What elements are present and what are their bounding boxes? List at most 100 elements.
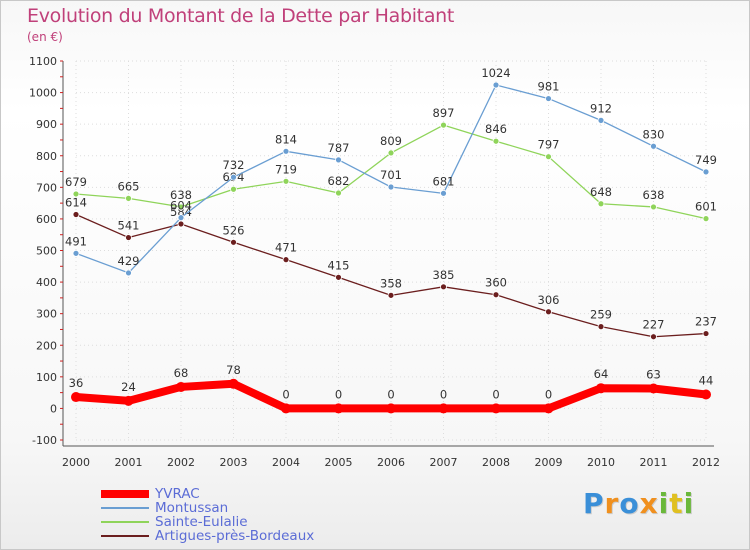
y-tick-label: 500 <box>36 245 57 258</box>
data-point <box>597 200 605 208</box>
data-label: 44 <box>699 374 714 388</box>
data-point <box>543 403 554 414</box>
data-label: 385 <box>433 268 455 282</box>
x-tick-label: 2012 <box>692 456 720 469</box>
data-label: 63 <box>646 368 661 382</box>
data-point <box>230 173 237 181</box>
data-label: 846 <box>485 122 507 136</box>
x-tick-label: 2009 <box>535 456 563 469</box>
y-tick-label: 0 <box>50 402 57 415</box>
data-label: 601 <box>695 200 717 214</box>
data-label: 429 <box>118 254 140 268</box>
data-label: 897 <box>433 106 455 120</box>
data-label: 78 <box>226 363 241 377</box>
series-montussan: 491 429 604 732 814 787 701 681 1024 981 912 830 749 <box>65 66 717 277</box>
data-point <box>596 383 606 394</box>
data-label: 68 <box>174 366 189 380</box>
x-tick-label: 2003 <box>220 456 248 469</box>
data-label: 912 <box>590 101 612 115</box>
data-label: 0 <box>545 387 552 401</box>
data-point <box>491 403 501 414</box>
legend-swatch <box>101 490 149 498</box>
data-label: 306 <box>538 293 560 307</box>
data-point <box>335 273 342 281</box>
logo-letter: x <box>639 487 659 520</box>
legend-swatch <box>101 507 149 509</box>
data-label: 665 <box>118 179 140 193</box>
data-label: 1024 <box>481 66 510 80</box>
y-tick-label: 700 <box>36 181 57 194</box>
data-label: 360 <box>485 276 507 290</box>
logo-letter: r <box>604 487 620 520</box>
data-label: 541 <box>118 219 140 233</box>
data-point <box>177 214 185 222</box>
data-point <box>230 238 237 246</box>
data-point <box>440 121 447 129</box>
logo-letter: t <box>669 487 684 520</box>
series-yvrac: 36 24 68 78 0 0 0 0 0 0 64 63 44 <box>69 363 714 414</box>
data-label: 259 <box>590 308 612 322</box>
data-point <box>545 308 552 316</box>
data-point <box>71 392 81 403</box>
x-tick-label: 2001 <box>115 456 143 469</box>
y-tick-label: -100 <box>32 434 57 447</box>
x-tick-label: 2011 <box>640 456 668 469</box>
data-point <box>597 323 605 331</box>
data-label: 0 <box>440 387 447 401</box>
data-point <box>228 378 239 389</box>
legend-label: YVRAC <box>155 486 200 502</box>
data-point <box>125 269 132 277</box>
data-point <box>282 177 290 185</box>
data-label: 719 <box>275 162 297 176</box>
data-point <box>545 95 552 102</box>
legend-label: Sainte-Eulalie <box>155 514 248 530</box>
data-label: 679 <box>65 175 87 189</box>
data-label: 526 <box>223 223 245 237</box>
data-point <box>335 156 342 164</box>
data-label: 682 <box>328 174 350 188</box>
data-label: 0 <box>335 387 342 401</box>
data-point <box>333 403 344 414</box>
data-point <box>125 234 132 241</box>
data-label: 0 <box>387 387 394 401</box>
data-point <box>701 389 711 400</box>
data-point <box>335 189 342 197</box>
data-point <box>702 330 710 337</box>
x-tick-label: 2008 <box>482 456 510 469</box>
logo-letter: P <box>583 487 605 520</box>
data-label: 797 <box>538 138 560 152</box>
axes <box>60 60 714 447</box>
data-label: 648 <box>590 185 612 199</box>
data-point <box>702 168 710 176</box>
y-tick-label: 1000 <box>29 87 57 100</box>
data-label: 614 <box>65 195 87 209</box>
data-point <box>440 283 447 291</box>
data-point <box>387 149 395 157</box>
data-label: 584 <box>170 205 192 219</box>
x-tick-label: 2007 <box>430 456 458 469</box>
data-point <box>545 153 552 161</box>
x-tick-label: 2000 <box>62 456 90 469</box>
data-label: 471 <box>275 241 297 255</box>
data-label: 604 <box>170 199 192 213</box>
data-point <box>492 291 500 299</box>
grid-lines <box>75 60 707 441</box>
data-point <box>386 403 396 414</box>
data-point <box>177 220 185 228</box>
data-point <box>648 383 659 394</box>
x-tick-label: 2010 <box>587 456 615 469</box>
data-label: 749 <box>695 153 717 167</box>
data-label: 227 <box>643 318 665 332</box>
y-tick-label: 400 <box>36 276 57 289</box>
data-label: 0 <box>282 387 289 401</box>
data-label: 64 <box>594 367 609 381</box>
data-label: 701 <box>380 168 402 182</box>
data-point <box>177 203 185 211</box>
y-tick-label: 600 <box>36 213 57 226</box>
y-tick-label: 800 <box>36 150 57 163</box>
data-label: 814 <box>275 132 297 146</box>
data-point <box>176 381 186 392</box>
data-label: 638 <box>643 188 665 202</box>
data-point <box>387 183 395 191</box>
